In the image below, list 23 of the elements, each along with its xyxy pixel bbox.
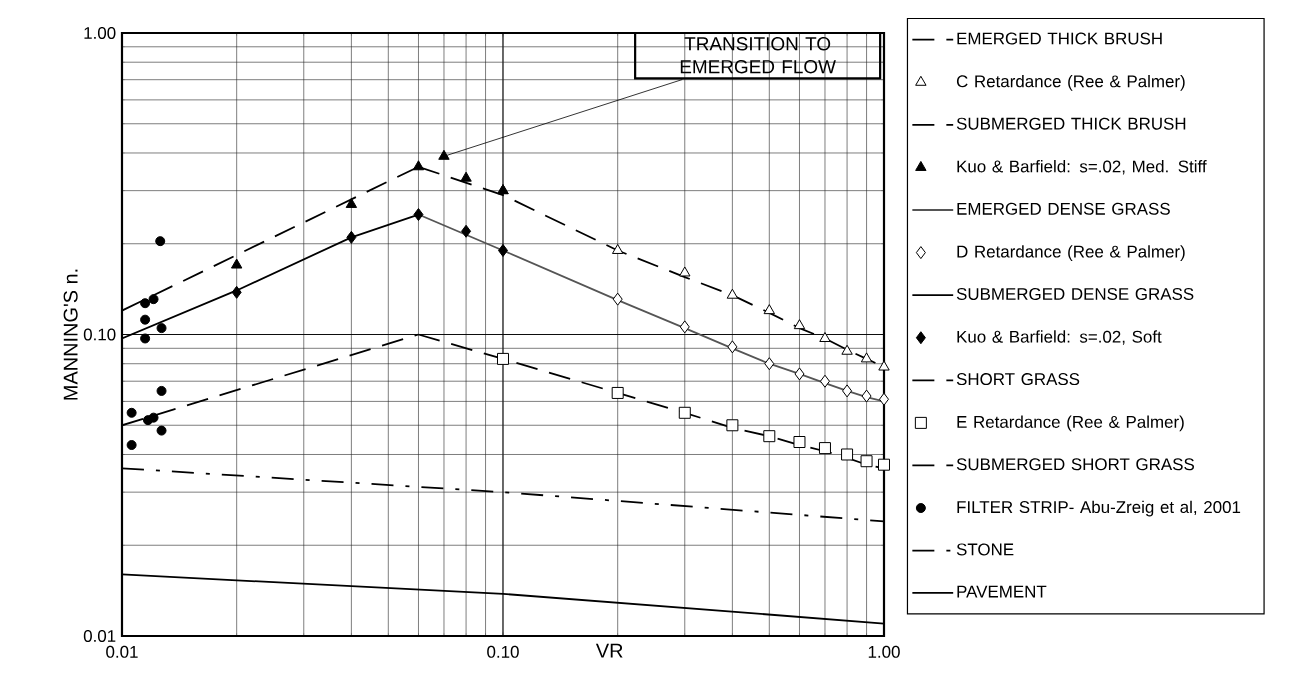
legend-label: Kuo & Barfield: s=.02, Med. Stiff [957, 160, 1207, 175]
legend-label: EMERGED DENSE GRASS [957, 202, 1170, 215]
y-axis-title: MANNING'S n. [63, 269, 78, 400]
x-axis-title: VR [595, 643, 623, 658]
legend-label: Kuo & Barfield: s=.02, Soft [957, 330, 1162, 345]
x-tick-label: 0.01 [106, 645, 138, 658]
legend-label: STONE [956, 543, 1014, 556]
legend-label: E Retardance (Ree & Palmer) [957, 415, 1184, 432]
y-tick-label: 0.01 [83, 630, 116, 643]
legend-label: SUBMERGED THICK BRUSH [956, 117, 1186, 130]
legend-label: PAVEMENT [957, 585, 1047, 598]
legend-label: C Retardance (Ree & Palmer) [956, 74, 1185, 91]
annotation: TRANSITION TO EMERGED FLOW [680, 37, 836, 74]
legend-label: D Retardance (Ree & Palmer) [957, 245, 1185, 261]
legend-label: SHORT GRASS [956, 373, 1080, 386]
x-tick-label: 0.10 [487, 645, 519, 658]
y-tick-label: 0.10 [83, 328, 116, 341]
legend-label: FILTER STRIP- Abu-Zreig et al, 2001 [957, 500, 1241, 517]
legend-label: SUBMERGED SHORT GRASS [956, 458, 1194, 471]
y-tick-label: 1.00 [84, 27, 116, 39]
x-tick-label: 1.00 [868, 645, 900, 658]
legend-label: SUBMERGED DENSE GRASS [956, 287, 1194, 300]
legend-label: EMERGED THICK BRUSH [957, 32, 1162, 45]
